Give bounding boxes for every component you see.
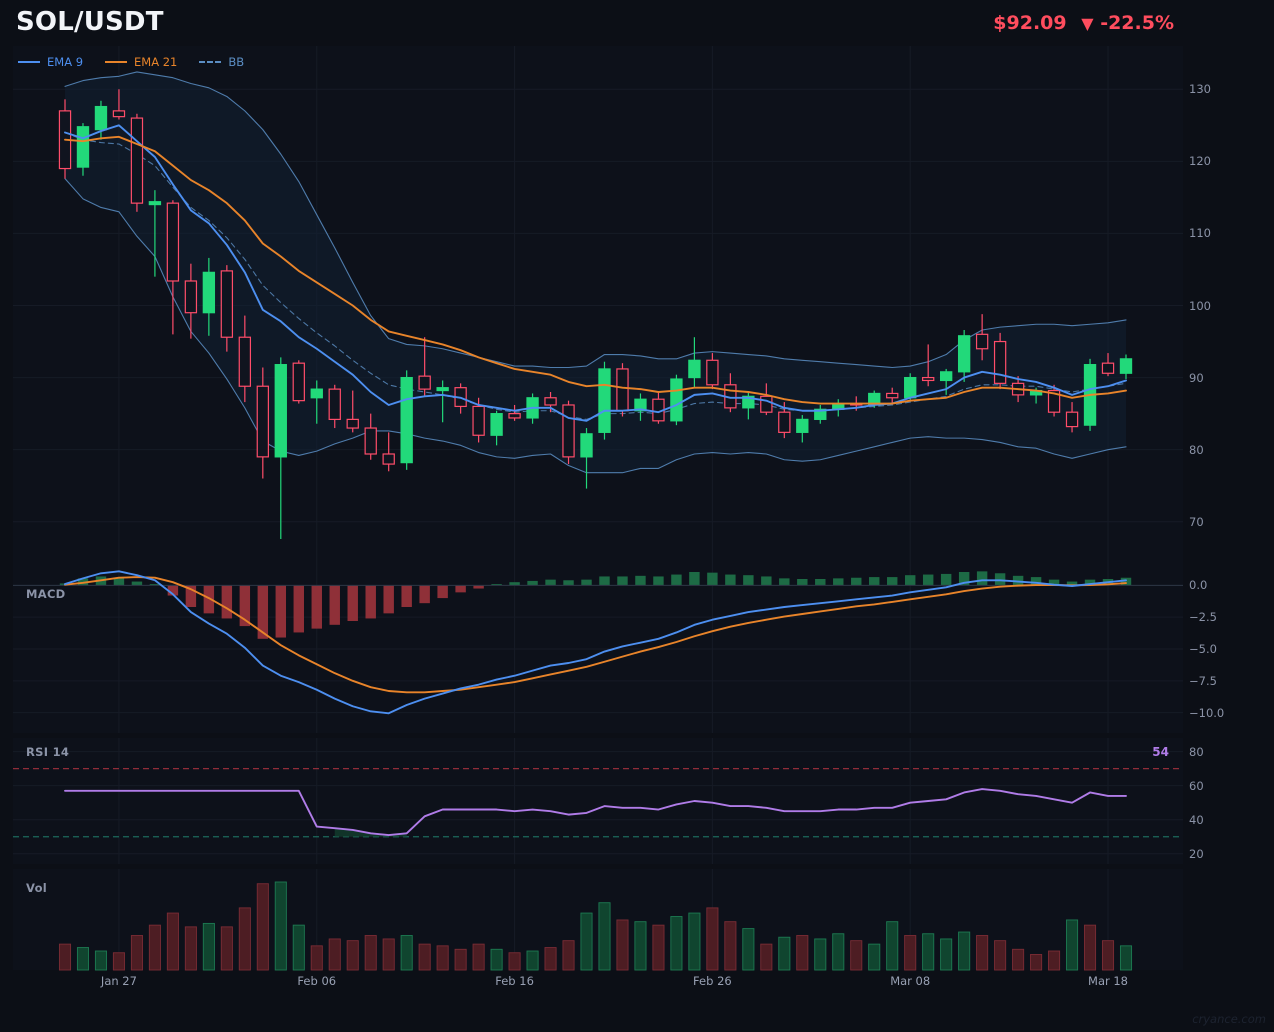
legend-label-ema21: EMA 21 (134, 55, 178, 69)
rsi-axis-tick-2: 40 (1189, 812, 1204, 827)
chart-header: SOL/USDT $92.09 ▼ -22.5% (0, 0, 1274, 46)
volume-pane-title: Vol (26, 881, 48, 895)
rsi-chart-svg (13, 738, 1183, 864)
x-axis-tick-5: Mar 18 (1088, 974, 1129, 988)
x-axis-tick-1: Feb 06 (297, 974, 337, 988)
price-pane[interactable] (13, 46, 1183, 565)
last-price: $92.09 (993, 12, 1067, 34)
price-axis-tick-6: 70 (1189, 514, 1204, 529)
macd-chart-svg (13, 565, 1183, 733)
legend-item-ema9[interactable]: EMA 9 (18, 55, 83, 69)
macd-axis-tick-2: −5.0 (1189, 642, 1217, 656)
volume-pane[interactable] (13, 869, 1183, 971)
ema9-line-swatch-icon (18, 61, 40, 63)
macd-axis-tick-3: −7.5 (1189, 673, 1217, 688)
rsi-pane-title: RSI 14 (26, 745, 70, 759)
x-axis-tick-2: Feb 16 (495, 974, 534, 988)
legend-item-ema21[interactable]: EMA 21 (105, 55, 177, 69)
price-summary: $92.09 ▼ -22.5% (993, 12, 1174, 34)
volume-chart-svg (58, 869, 1133, 971)
rsi-axis-tick-3: 20 (1189, 846, 1204, 861)
x-axis-tick-3: Feb 26 (693, 974, 732, 988)
x-axis-tick-4: Mar 08 (890, 974, 931, 988)
symbol-title: SOL/USDT (16, 7, 164, 37)
price-axis-tick-0: 130 (1189, 82, 1211, 97)
legend-item-bb[interactable]: BB (199, 55, 244, 69)
x-axis-tick-0: Jan 27 (100, 974, 137, 988)
legend-label-ema9: EMA 9 (47, 55, 84, 69)
ema21-line-swatch-icon (105, 61, 128, 63)
rsi-axis-tick-0: 80 (1189, 744, 1204, 759)
macd-axis-tick-0: 0.0 (1189, 578, 1208, 593)
rsi-axis-tick-1: 60 (1189, 778, 1204, 793)
macd-pane-title: MACD (26, 587, 66, 601)
price-axis-tick-2: 110 (1189, 226, 1211, 241)
indicator-legend: EMA 9 EMA 21 BB (18, 53, 244, 71)
bb-line-swatch-icon (199, 61, 222, 63)
site-watermark: cryance.com (1192, 1012, 1266, 1026)
price-axis-tick-3: 100 (1189, 298, 1211, 313)
macd-pane[interactable] (13, 565, 1183, 733)
trend-down-icon: ▼ (1081, 14, 1094, 33)
macd-axis-tick-1: −2.5 (1189, 610, 1217, 625)
change-percent: -22.5% (1100, 12, 1174, 34)
price-axis-tick-1: 120 (1189, 154, 1211, 169)
legend-label-bb: BB (228, 55, 245, 69)
rsi-pane[interactable] (13, 738, 1183, 864)
price-axis-tick-5: 80 (1189, 442, 1204, 457)
price-axis-tick-4: 90 (1189, 370, 1204, 385)
macd-axis-tick-4: −10.0 (1189, 705, 1225, 720)
price-chart-svg (13, 46, 1183, 565)
rsi-current-value: 54 (1152, 745, 1169, 759)
